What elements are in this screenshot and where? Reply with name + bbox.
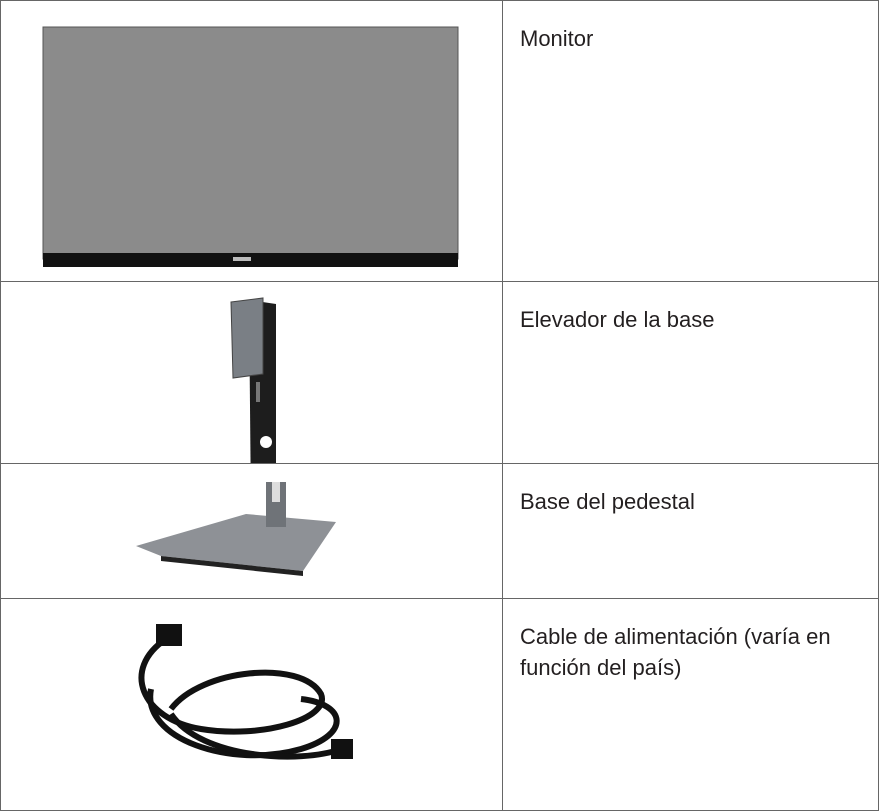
row: Cable de alimentación (varía en función … xyxy=(0,598,879,811)
item-label: Cable de alimentación (varía en función … xyxy=(502,598,879,811)
item-label: Elevador de la base xyxy=(502,281,879,464)
item-label: Monitor xyxy=(502,0,879,282)
image-cell xyxy=(0,281,503,464)
monitor-image xyxy=(42,26,459,267)
image-cell xyxy=(0,0,503,282)
stand-base-image xyxy=(136,482,336,576)
row: Elevador de la base xyxy=(0,281,879,464)
power-cable-image xyxy=(138,624,353,760)
row: Base del pedestal xyxy=(0,463,879,599)
item-label: Base del pedestal xyxy=(502,463,879,599)
row: Monitor xyxy=(0,0,879,282)
stand-riser-image xyxy=(230,297,276,463)
image-cell xyxy=(0,598,503,811)
image-cell xyxy=(0,463,503,599)
